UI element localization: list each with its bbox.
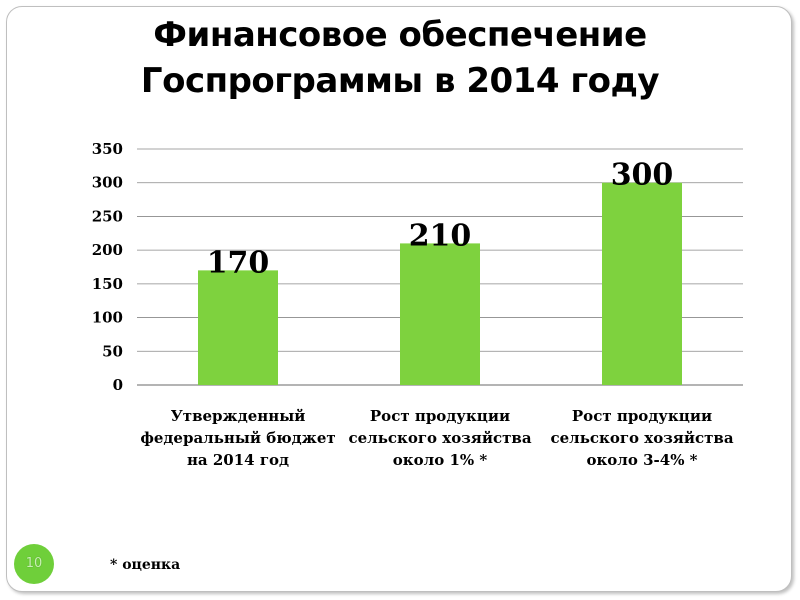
y-tick-label: 0	[113, 376, 123, 394]
y-tick-label: 50	[102, 342, 123, 360]
x-category-label-line: около 1% *	[393, 451, 488, 469]
title-line-1: Финансовое обеспечение	[153, 15, 647, 55]
x-category-label-line: Рост продукции	[572, 407, 712, 425]
x-category-label-line: сельского хозяйства	[348, 429, 531, 447]
x-category-label-line: сельского хозяйства	[550, 429, 733, 447]
data-label: 210	[409, 218, 472, 253]
footnote: * оценка	[110, 557, 181, 573]
x-category-label: Рост продукции сельского хозяйства около 1…	[348, 407, 531, 469]
x-axis-labels: Утвержденный федеральный бюджет на 2014 го…	[140, 407, 733, 469]
x-category-label-line: федеральный бюджет	[140, 429, 335, 447]
y-tick-label: 100	[92, 309, 123, 327]
title-line-2: Госпрограммы в 2014 году	[140, 61, 660, 101]
bars	[198, 182, 682, 385]
slide-title: Финансовое обеспечение Госпрограммы в 20…	[0, 12, 800, 104]
x-category-label-line: Рост продукции	[370, 407, 510, 425]
x-category-label-line: Утвержденный	[171, 407, 306, 425]
x-category-label: Утвержденный федеральный бюджет на 2014 го…	[140, 407, 335, 469]
bar	[198, 270, 278, 385]
y-axis-ticks: 0 50 100 150 200 250 300 350	[92, 140, 123, 394]
data-labels: 170 210 300	[207, 158, 674, 281]
bar	[602, 182, 682, 385]
y-tick-label: 250	[92, 207, 123, 225]
x-category-label-line: на 2014 год	[187, 451, 289, 469]
y-tick-label: 350	[92, 140, 123, 158]
page-number-badge: 10	[14, 544, 54, 584]
y-tick-label: 200	[92, 241, 123, 259]
y-tick-label: 300	[92, 174, 123, 192]
y-tick-label: 150	[92, 275, 123, 293]
data-label: 300	[611, 158, 674, 193]
x-category-label: Рост продукции сельского хозяйства около 3…	[550, 407, 733, 469]
x-category-label-line: около 3-4% *	[586, 451, 697, 469]
data-label: 170	[207, 245, 270, 280]
bar	[400, 243, 480, 385]
